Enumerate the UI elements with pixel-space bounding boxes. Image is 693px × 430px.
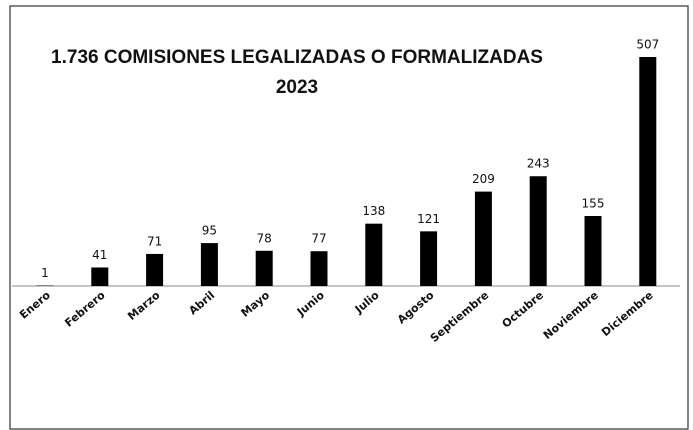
bar [584, 215, 602, 286]
data-label: 78 [257, 231, 272, 245]
data-label: 71 [147, 234, 162, 248]
x-tick-label: Noviembre [541, 289, 601, 342]
bar [639, 57, 657, 286]
data-label: 243 [527, 157, 550, 171]
data-label: 41 [92, 248, 107, 262]
bar [420, 231, 438, 286]
data-label: 155 [582, 196, 605, 210]
data-label: 507 [636, 38, 659, 52]
bar [474, 191, 492, 286]
data-label: 77 [311, 232, 326, 246]
x-tick-label: Marzo [125, 288, 163, 323]
data-label: 209 [472, 172, 495, 186]
bar [529, 176, 547, 286]
chart-frame [9, 5, 689, 430]
bar [200, 243, 218, 286]
x-tick-label: Diciembre [599, 289, 656, 339]
data-label: 1 [41, 266, 49, 280]
bar [91, 267, 109, 286]
x-tick-label: Febrero [62, 288, 108, 329]
bar [255, 250, 273, 286]
chart-title: 1.736 COMISIONES LEGALIZADAS O FORMALIZA… [51, 47, 543, 68]
bar [310, 251, 328, 286]
bar [365, 223, 383, 286]
x-tick-label: Agosto [395, 288, 437, 326]
data-label: 95 [202, 224, 217, 238]
data-label: 121 [417, 212, 440, 226]
data-label: 138 [362, 204, 385, 218]
x-tick-label: Julio [352, 288, 382, 316]
x-tick-label: Junio [294, 288, 327, 319]
bar [146, 253, 164, 286]
x-tick-label: Abril [186, 289, 217, 318]
x-tick-label: Octubre [500, 289, 546, 331]
x-tick-label: Septiembre [428, 289, 491, 345]
x-tick-label: Enero [17, 288, 53, 321]
x-tick-label: Mayo [239, 288, 273, 319]
chart-title: 2023 [276, 77, 318, 98]
